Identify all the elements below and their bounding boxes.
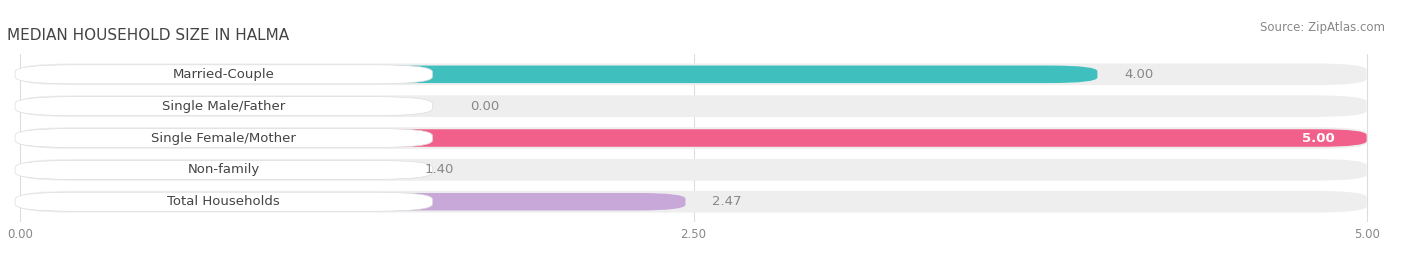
Text: Source: ZipAtlas.com: Source: ZipAtlas.com bbox=[1260, 21, 1385, 35]
Text: 1.40: 1.40 bbox=[425, 163, 454, 176]
Text: 0.00: 0.00 bbox=[470, 100, 499, 113]
FancyBboxPatch shape bbox=[21, 64, 1367, 85]
FancyBboxPatch shape bbox=[21, 66, 1098, 83]
FancyBboxPatch shape bbox=[15, 192, 433, 211]
FancyBboxPatch shape bbox=[21, 129, 1367, 147]
Text: Single Male/Father: Single Male/Father bbox=[162, 100, 285, 113]
Text: 5.00: 5.00 bbox=[1302, 132, 1334, 144]
FancyBboxPatch shape bbox=[21, 191, 1367, 213]
Text: Total Households: Total Households bbox=[167, 195, 280, 208]
Text: Single Female/Mother: Single Female/Mother bbox=[152, 132, 297, 144]
FancyBboxPatch shape bbox=[15, 160, 433, 179]
FancyBboxPatch shape bbox=[15, 128, 433, 148]
FancyBboxPatch shape bbox=[15, 97, 433, 116]
FancyBboxPatch shape bbox=[21, 159, 1367, 181]
FancyBboxPatch shape bbox=[21, 193, 686, 210]
FancyBboxPatch shape bbox=[21, 95, 1367, 117]
FancyBboxPatch shape bbox=[15, 65, 433, 84]
FancyBboxPatch shape bbox=[21, 161, 398, 179]
Text: 2.47: 2.47 bbox=[713, 195, 742, 208]
Text: 4.00: 4.00 bbox=[1125, 68, 1153, 81]
Text: Non-family: Non-family bbox=[187, 163, 260, 176]
Text: MEDIAN HOUSEHOLD SIZE IN HALMA: MEDIAN HOUSEHOLD SIZE IN HALMA bbox=[7, 28, 290, 43]
FancyBboxPatch shape bbox=[21, 127, 1367, 149]
Text: Married-Couple: Married-Couple bbox=[173, 68, 274, 81]
